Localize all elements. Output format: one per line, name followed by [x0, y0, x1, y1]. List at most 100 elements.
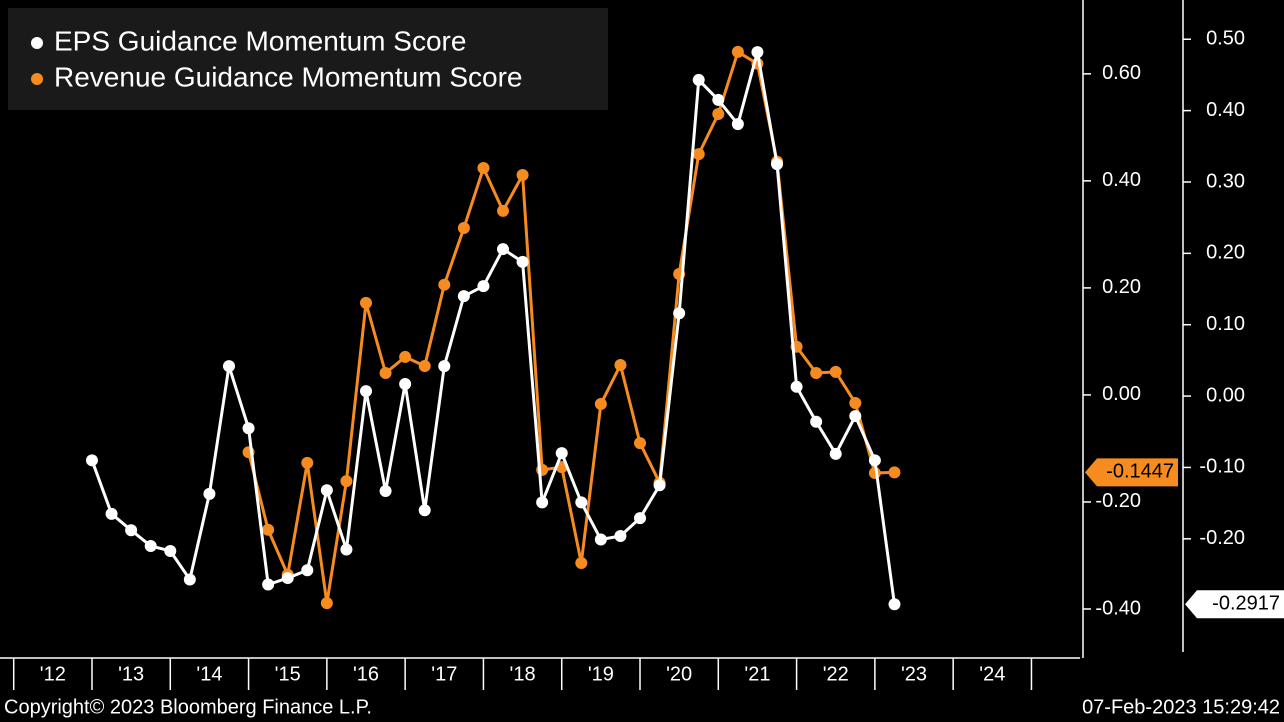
data-point	[810, 415, 823, 428]
data-point	[222, 360, 235, 373]
y-tick-label: 0.00	[1102, 383, 1141, 405]
data-point	[379, 485, 392, 498]
data-point	[399, 377, 412, 390]
y2-tick-label: 0.40	[1206, 99, 1245, 121]
last-value-box	[1185, 590, 1284, 619]
y2-tick-label: 0.50	[1206, 28, 1245, 50]
legend-box	[8, 8, 608, 110]
data-point	[144, 539, 157, 552]
legend-label: EPS Guidance Momentum Score	[54, 25, 466, 56]
data-point	[731, 118, 744, 131]
data-point	[594, 533, 607, 546]
data-point	[692, 148, 705, 161]
data-point	[516, 168, 529, 181]
data-point	[868, 454, 881, 467]
y-tick-label: 0.60	[1102, 62, 1141, 84]
y2-tick-label: 0.20	[1206, 242, 1245, 264]
x-tick-label: '19	[588, 663, 614, 685]
data-point	[731, 45, 744, 58]
y2-tick-label: 0.10	[1206, 313, 1245, 335]
data-point	[614, 358, 627, 371]
data-point	[457, 221, 470, 234]
data-point	[399, 350, 412, 363]
data-point	[301, 456, 314, 469]
data-point	[262, 578, 275, 591]
y-tick-label: -0.20	[1095, 490, 1141, 512]
data-point	[418, 360, 431, 373]
data-point	[712, 93, 725, 106]
data-point	[379, 366, 392, 379]
data-point	[634, 437, 647, 450]
data-point	[203, 487, 216, 500]
data-point	[771, 158, 784, 171]
data-point	[673, 307, 686, 320]
data-point	[242, 422, 255, 435]
y-tick-label: 0.40	[1102, 169, 1141, 191]
legend-marker	[31, 37, 43, 49]
data-point	[888, 598, 901, 611]
data-point	[438, 278, 451, 291]
copyright: Copyright© 2023 Bloomberg Finance L.P.	[4, 696, 372, 718]
data-point	[438, 360, 451, 373]
data-point	[536, 496, 549, 509]
data-point	[614, 529, 627, 542]
data-point	[555, 447, 568, 460]
data-point	[849, 396, 862, 409]
x-tick-label: '16	[353, 663, 379, 685]
data-point	[360, 296, 373, 309]
data-point	[320, 484, 333, 497]
y-tick-label: 0.20	[1102, 276, 1141, 298]
x-tick-label: '14	[196, 663, 222, 685]
data-point	[849, 410, 862, 423]
data-point	[829, 447, 842, 460]
x-tick-label: '13	[118, 663, 144, 685]
data-point	[829, 365, 842, 378]
data-point	[477, 280, 490, 293]
data-point	[320, 597, 333, 610]
x-tick-label: '12	[40, 663, 66, 685]
data-point	[262, 523, 275, 536]
y2-tick-label: 0.00	[1206, 384, 1245, 406]
last-value-label: -0.1447	[1106, 461, 1174, 483]
data-point	[634, 512, 647, 525]
data-point	[164, 544, 177, 557]
data-point	[810, 366, 823, 379]
x-tick-label: '24	[979, 663, 1005, 685]
series-line	[90, 50, 896, 605]
data-point	[692, 73, 705, 86]
data-point	[712, 107, 725, 120]
data-point	[497, 204, 510, 217]
data-point	[594, 398, 607, 411]
x-tick-label: '21	[744, 663, 770, 685]
y2-tick-label: -0.10	[1199, 456, 1245, 478]
data-point	[301, 564, 314, 577]
x-tick-label: '20	[666, 663, 692, 685]
data-point	[575, 556, 588, 569]
legend-marker	[31, 73, 43, 85]
data-point	[418, 504, 431, 517]
x-tick-label: '23	[901, 663, 927, 685]
x-tick-label: '22	[823, 663, 849, 685]
data-point	[85, 454, 98, 467]
y2-tick-label: -0.20	[1199, 527, 1245, 549]
x-tick-label: '15	[275, 663, 301, 685]
x-tick-label: '17	[431, 663, 457, 685]
data-point	[888, 466, 901, 479]
data-point	[183, 573, 196, 586]
series-line	[247, 50, 895, 605]
y-tick-label: -0.40	[1095, 597, 1141, 619]
data-point	[575, 496, 588, 509]
data-point	[653, 479, 666, 492]
data-point	[340, 475, 353, 488]
data-point	[457, 290, 470, 303]
last-value-label: -0.2917	[1212, 593, 1280, 615]
y2-tick-label: 0.30	[1206, 170, 1245, 192]
last-value-box	[1085, 458, 1178, 487]
data-point	[790, 380, 803, 393]
data-point	[340, 543, 353, 556]
timestamp: 07-Feb-2023 15:29:42	[1082, 696, 1280, 718]
data-point	[125, 524, 138, 537]
legend-label: Revenue Guidance Momentum Score	[54, 61, 522, 92]
data-point	[751, 46, 764, 59]
